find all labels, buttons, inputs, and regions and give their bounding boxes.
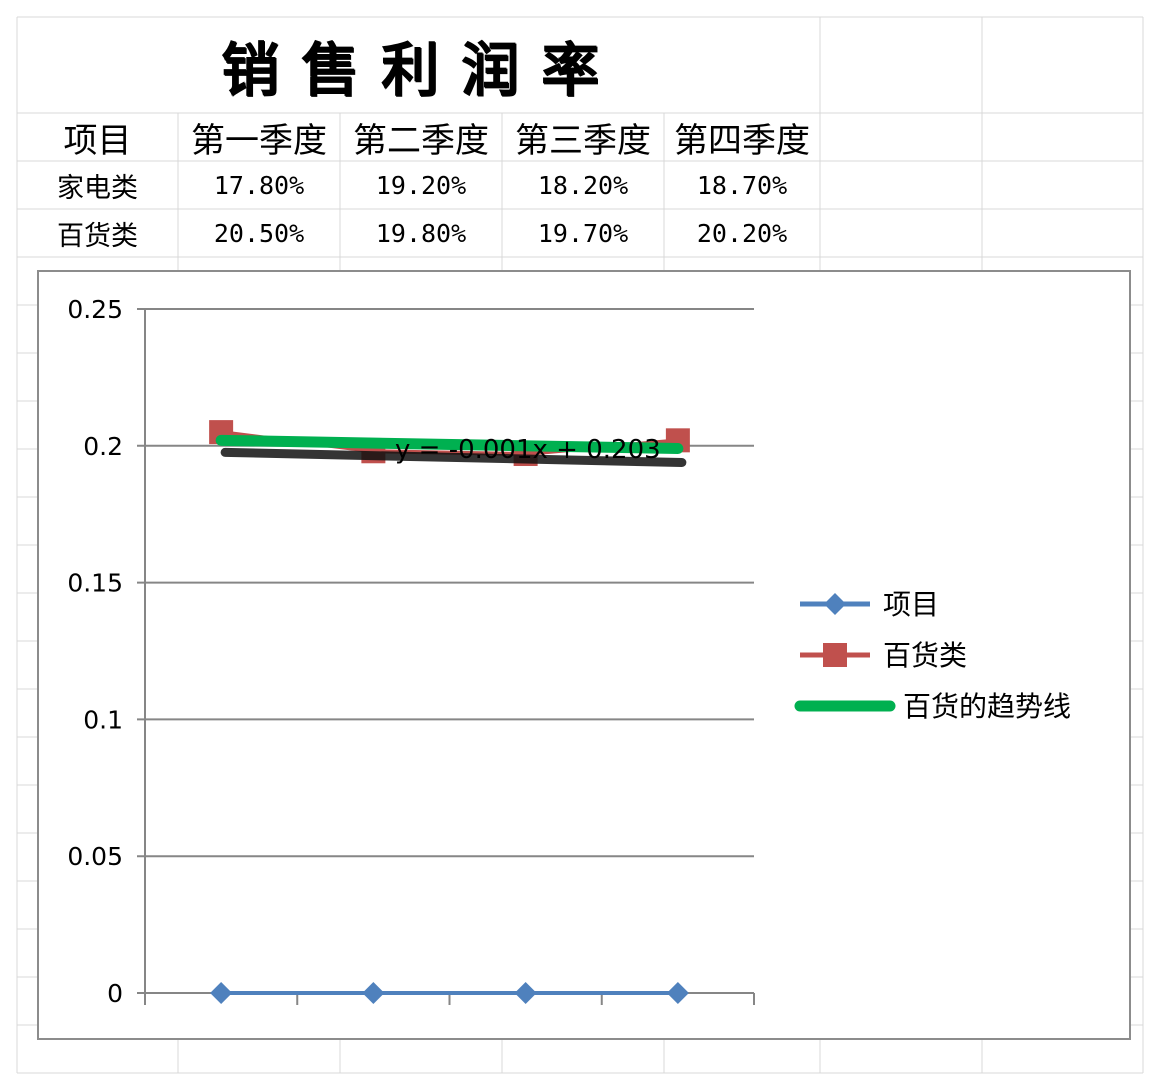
- cell-appliances-q2[interactable]: 19.20%: [375, 170, 467, 200]
- header-q1[interactable]: 第一季度: [191, 120, 327, 161]
- cell-appliances-q4[interactable]: 18.70%: [696, 170, 788, 200]
- row-label-appliances[interactable]: 家电类: [57, 172, 138, 204]
- header-q4[interactable]: 第四季度: [674, 120, 810, 161]
- row-label-general-goods[interactable]: 百货类: [57, 220, 138, 252]
- y-tick-label: 0.25: [67, 295, 123, 324]
- cell-general-goods-q3[interactable]: 19.70%: [537, 218, 629, 248]
- y-tick-label: 0: [107, 979, 123, 1008]
- data-point-diamond: [666, 982, 689, 1004]
- data-point-diamond: [362, 982, 385, 1004]
- legend-marker-square: [823, 643, 847, 667]
- legend-label-series: 百货类: [883, 639, 967, 672]
- data-point-diamond: [514, 982, 537, 1004]
- trendline: [215, 434, 684, 455]
- cell-appliances-q1[interactable]: 17.80%: [213, 170, 305, 200]
- y-tick-label: 0.1: [83, 705, 123, 734]
- legend-label-trendline: 百货的趋势线: [903, 690, 1071, 723]
- cell-general-goods-q2[interactable]: 19.80%: [375, 218, 467, 248]
- trendline-equation: y = -0.001x + 0.203: [395, 435, 661, 465]
- data-point-diamond: [210, 982, 233, 1004]
- y-tick-label: 0.15: [67, 569, 123, 598]
- y-tick-label: 0.2: [83, 432, 123, 461]
- line-chart: 0.25 0.2 0.15 0.1 0.05 0 y = -0.001x + 0.203 项目…: [67, 295, 1071, 1008]
- cell-appliances-q3[interactable]: 18.20%: [537, 170, 629, 200]
- chart-object[interactable]: 0.25 0.2 0.15 0.1 0.05 0 y = -0.001x + 0.203 项目…: [37, 270, 1131, 1040]
- header-q3[interactable]: 第三季度: [515, 120, 651, 161]
- legend-marker-diamond: [824, 593, 846, 615]
- header-item[interactable]: 项目: [63, 120, 132, 161]
- cell-general-goods-q1[interactable]: 20.50%: [213, 218, 305, 248]
- sheet-title[interactable]: 销售利润率: [220, 36, 621, 104]
- cell-general-goods-q4[interactable]: 20.20%: [696, 218, 788, 248]
- header-q2[interactable]: 第二季度: [353, 120, 489, 161]
- legend-label-series: 项目: [883, 588, 939, 621]
- y-tick-label: 0.05: [67, 842, 123, 871]
- trendline-shadow: [220, 447, 687, 468]
